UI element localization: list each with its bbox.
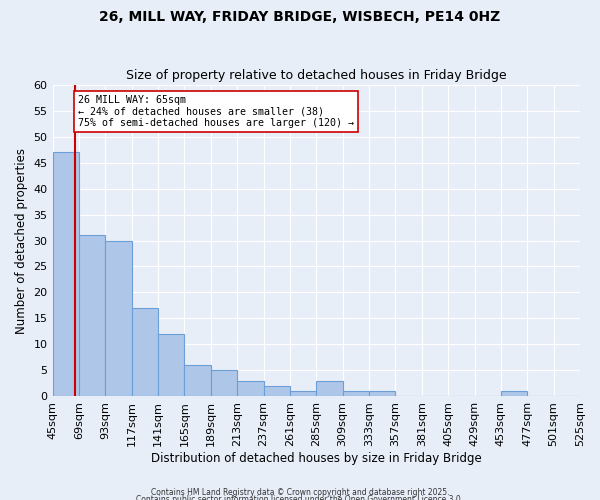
X-axis label: Distribution of detached houses by size in Friday Bridge: Distribution of detached houses by size … bbox=[151, 452, 482, 465]
Bar bbox=[369, 392, 395, 396]
Bar bbox=[184, 366, 211, 396]
Bar bbox=[53, 152, 79, 396]
Bar bbox=[211, 370, 237, 396]
Bar bbox=[290, 392, 316, 396]
Text: 26, MILL WAY, FRIDAY BRIDGE, WISBECH, PE14 0HZ: 26, MILL WAY, FRIDAY BRIDGE, WISBECH, PE… bbox=[100, 10, 500, 24]
Text: 26 MILL WAY: 65sqm
← 24% of detached houses are smaller (38)
75% of semi-detache: 26 MILL WAY: 65sqm ← 24% of detached hou… bbox=[78, 95, 354, 128]
Bar bbox=[501, 392, 527, 396]
Title: Size of property relative to detached houses in Friday Bridge: Size of property relative to detached ho… bbox=[126, 69, 506, 82]
Bar bbox=[343, 392, 369, 396]
Text: Contains HM Land Registry data © Crown copyright and database right 2025.: Contains HM Land Registry data © Crown c… bbox=[151, 488, 449, 497]
Bar bbox=[316, 381, 343, 396]
Bar bbox=[105, 240, 131, 396]
Bar bbox=[263, 386, 290, 396]
Text: Contains public sector information licensed under the Open Government Licence 3.: Contains public sector information licen… bbox=[136, 496, 464, 500]
Y-axis label: Number of detached properties: Number of detached properties bbox=[15, 148, 28, 334]
Bar bbox=[131, 308, 158, 396]
Bar bbox=[237, 381, 263, 396]
Bar bbox=[79, 236, 105, 396]
Bar bbox=[158, 334, 184, 396]
